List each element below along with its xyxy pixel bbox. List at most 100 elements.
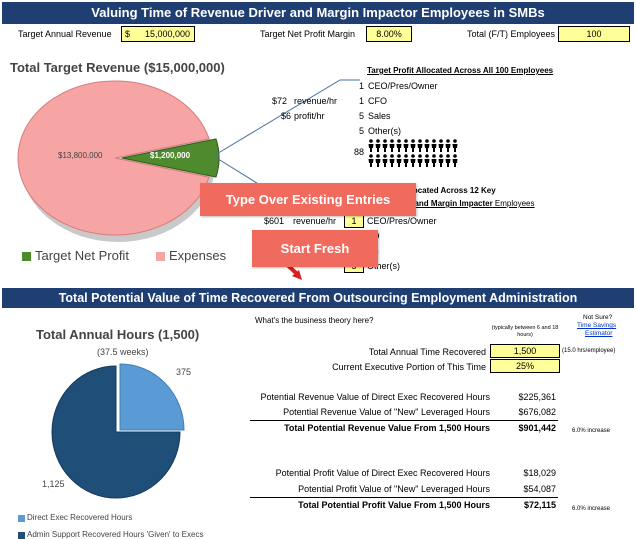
hint-text-label: (typically between 6 and 18 hours) bbox=[491, 325, 559, 338]
target-revenue-value: 15,000,000 bbox=[144, 29, 190, 39]
person-icon bbox=[438, 139, 444, 152]
person-icon bbox=[368, 154, 374, 167]
legend-label-admin: Admin Support Recovered Hours 'Given' to… bbox=[27, 530, 204, 539]
role-count-sales: 5 bbox=[358, 111, 364, 121]
connector-upper bbox=[214, 79, 360, 156]
hours-chart-subtitle: (37.5 weeks) bbox=[97, 347, 149, 357]
revenue-per-hour-label: revenue/hr bbox=[294, 96, 338, 106]
profit-per-hour-label: profit/hr bbox=[294, 111, 325, 121]
revenue-pie-chart bbox=[17, 80, 220, 242]
type-over-existing-entries-button[interactable]: Type Over Existing Entries bbox=[200, 183, 416, 216]
pie-slice-profit bbox=[121, 138, 220, 178]
person-icon bbox=[382, 139, 388, 152]
legend-swatch-direct bbox=[18, 515, 25, 522]
profit-total-label: Total Potential Profit Value From 1,500 … bbox=[298, 500, 490, 510]
person-icon bbox=[389, 139, 395, 152]
total-employees-label: Total (F/T) Employees bbox=[467, 29, 556, 39]
person-icon bbox=[396, 139, 402, 152]
profit-row1-value: $18,029 bbox=[523, 468, 556, 478]
allocation-all-title: Target Profit Allocated Across All 100 E… bbox=[367, 66, 554, 75]
profit-divider bbox=[250, 497, 558, 498]
person-icon bbox=[410, 154, 416, 167]
key-input-ceo-value: 1 bbox=[351, 216, 357, 226]
time-savings-estimator-link-1[interactable]: Time Savings bbox=[577, 322, 617, 329]
net-margin-value: 8.00% bbox=[376, 29, 402, 39]
allocation-key-title-1: t Allocated Across 12 Key bbox=[398, 186, 496, 195]
revenue-per-hour-value: $72 bbox=[272, 96, 288, 106]
role-label-ceo: CEO/Pres/Owner bbox=[368, 81, 438, 91]
net-margin-input[interactable]: 8.00% bbox=[366, 26, 412, 42]
revenue-row1-value: $225,361 bbox=[518, 392, 556, 402]
target-revenue-input[interactable]: $ 15,000,000 bbox=[121, 26, 195, 42]
person-icon bbox=[403, 154, 409, 167]
annual-time-note: (15.0 hrs/employee) bbox=[562, 348, 616, 354]
target-revenue-label: Target Annual Revenue bbox=[18, 29, 112, 39]
legend-label-direct: Direct Exec Recovered Hours bbox=[27, 513, 133, 522]
hours-label-large: 1,125 bbox=[42, 479, 65, 489]
not-sure-label: Not Sure? bbox=[583, 314, 613, 321]
revenue-row1-label: Potential Revenue Value of Direct Exec R… bbox=[260, 392, 490, 402]
section2-title: Total Potential Value of Time Recovered … bbox=[58, 291, 578, 305]
person-icon bbox=[375, 154, 381, 167]
person-icon bbox=[445, 154, 451, 167]
hint-text: (typically between 6 and 18 hours) bbox=[490, 325, 560, 339]
person-icon bbox=[424, 139, 430, 152]
role-count-remaining: 88 bbox=[353, 147, 364, 157]
person-icon bbox=[445, 139, 451, 152]
person-icon bbox=[431, 139, 437, 152]
hours-pie-chart bbox=[51, 363, 185, 499]
people-icon-grid bbox=[368, 139, 458, 167]
profit-total-value: $72,115 bbox=[523, 500, 556, 510]
legend-swatch-expenses bbox=[156, 252, 165, 261]
revenue-row2-value: $676,082 bbox=[518, 407, 556, 417]
legend-swatch-admin bbox=[18, 532, 25, 539]
legend-swatch-profit bbox=[22, 252, 31, 261]
expenses-slice-label: $13,800,000 bbox=[58, 151, 103, 160]
currency-symbol: $ bbox=[125, 29, 131, 39]
role-count-cfo: 1 bbox=[358, 96, 364, 106]
person-icon bbox=[424, 154, 430, 167]
legend-label-expenses: Expenses bbox=[169, 248, 227, 263]
profit-row2-label: Potential Profit Value of "New" Leverage… bbox=[298, 484, 490, 494]
profit-row1-label: Potential Profit Value of Direct Exec Re… bbox=[275, 468, 490, 478]
allocation-key-title-2c: Employees bbox=[492, 199, 535, 208]
role-label-other: Other(s) bbox=[368, 126, 402, 136]
annual-time-input[interactable]: 1,500 bbox=[490, 344, 560, 358]
exec-portion-input[interactable]: 25% bbox=[490, 359, 560, 373]
profit-row2-value: $54,087 bbox=[523, 484, 556, 494]
key-revenue-per-hour-value: $601 bbox=[264, 216, 285, 226]
revenue-increase: 6.0% increase bbox=[572, 428, 611, 434]
pie-slice-direct-hours bbox=[119, 363, 185, 431]
person-icon bbox=[431, 154, 437, 167]
hours-label-small: 375 bbox=[176, 367, 192, 377]
person-icon bbox=[417, 139, 423, 152]
key-label-other: Other(s) bbox=[367, 261, 401, 271]
total-employees-input[interactable]: 100 bbox=[558, 26, 630, 42]
profit-increase: 6.0% increase bbox=[572, 506, 611, 512]
connector-lower bbox=[214, 156, 261, 186]
net-margin-label: Target Net Profit Margin bbox=[260, 29, 356, 39]
start-fresh-button[interactable]: Start Fresh bbox=[252, 230, 378, 267]
role-count-other: 5 bbox=[358, 126, 364, 136]
role-count-ceo: 1 bbox=[358, 81, 364, 91]
exec-portion-value: 25% bbox=[515, 361, 534, 371]
revenue-total-label: Total Potential Revenue Value From 1,500… bbox=[284, 423, 490, 433]
profit-per-hour-value: $6 bbox=[281, 111, 292, 121]
revenue-divider bbox=[250, 420, 558, 421]
person-icon bbox=[396, 154, 402, 167]
revenue-total-value: $901,442 bbox=[518, 423, 556, 433]
key-input-ceo[interactable]: 1 bbox=[344, 215, 364, 228]
time-savings-estimator-link-2[interactable]: Estimator bbox=[585, 330, 613, 337]
person-icon bbox=[417, 154, 423, 167]
business-theory-question[interactable]: What's the business theory here? bbox=[255, 316, 374, 325]
person-icon bbox=[403, 139, 409, 152]
person-icon bbox=[410, 139, 416, 152]
person-icon bbox=[382, 154, 388, 167]
legend-label-profit: Target Net Profit bbox=[35, 248, 129, 263]
pie-slice-expenses bbox=[17, 80, 210, 236]
key-revenue-per-hour-label: revenue/hr bbox=[293, 216, 337, 226]
header-banner: Valuing Time of Revenue Driver and Margi… bbox=[2, 2, 634, 24]
hours-chart-title: Total Annual Hours (1,500) bbox=[36, 327, 200, 342]
person-icon bbox=[452, 154, 458, 167]
key-label-ceo: CEO/Pres/Owner bbox=[367, 216, 437, 226]
